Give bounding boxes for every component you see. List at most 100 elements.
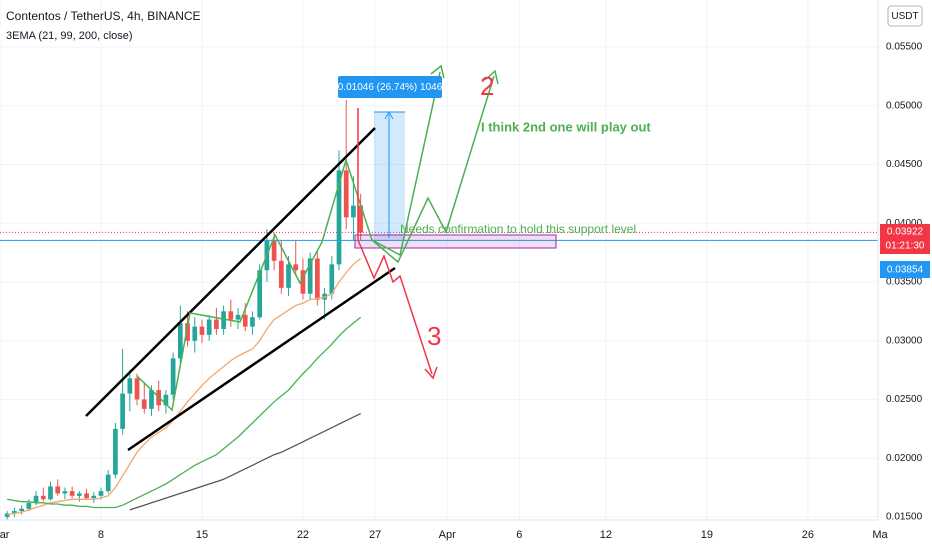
path-2: [371, 75, 495, 264]
candle-body: [33, 495, 39, 503]
drawings: 0.01046 (26.74%) 1046 2 3 I think 2nd on…: [85, 64, 651, 452]
candle-body: [293, 264, 299, 271]
candle-body: [358, 205, 364, 233]
axes: 0.01500 0.02000 0.02500 0.03000 0.03500 0.040…: [0, 42, 923, 541]
path-3: [357, 108, 433, 375]
annotation-2: 2: [480, 71, 494, 101]
candle-body: [336, 170, 342, 265]
level-box: [880, 261, 930, 278]
candle-body: [286, 264, 291, 288]
candle-body: [257, 270, 263, 318]
measure-label-box: [338, 76, 442, 98]
countdown: 01:21:30: [886, 241, 925, 252]
candle-body: [192, 326, 198, 341]
currency-button[interactable]: [887, 5, 923, 27]
candle-body: [12, 511, 17, 514]
last-price: 0.03922: [887, 227, 924, 238]
y-tick-label: 0.04000: [886, 218, 923, 229]
x-tick-label: 15: [196, 529, 208, 541]
grid: [0, 0, 881, 520]
ema-line: [7, 257, 362, 516]
channel-lower: [127, 266, 396, 452]
arrowhead-2: [484, 69, 499, 85]
x-tick-label: 19: [701, 529, 713, 541]
candle-body: [214, 319, 219, 329]
y-tick-label: 0.02500: [886, 394, 923, 405]
currency[interactable]: USDT: [891, 11, 918, 22]
candle-body: [120, 393, 125, 429]
y-tick-label: 0.03000: [886, 335, 923, 346]
time-axis: [0, 520, 878, 550]
candle-body: [343, 170, 349, 218]
candle-body: [62, 491, 68, 494]
candle-body: [242, 314, 248, 327]
candle-body: [69, 491, 75, 496]
y-tick-label: 0.05500: [886, 42, 923, 53]
annotation-support: Needs confirmation to hold this support …: [400, 222, 636, 236]
candle-body: [163, 394, 169, 406]
candle-body: [48, 486, 53, 500]
last-price-box: [880, 224, 930, 254]
x-tick-label: Ma: [872, 529, 888, 541]
arrowhead-3: [424, 366, 438, 380]
x-tick-label: 12: [600, 529, 612, 541]
y-tick-label: 0.02000: [886, 453, 923, 464]
annotation-3: 3: [427, 321, 441, 351]
channel-upper: [85, 127, 376, 417]
x-tick-label: 26: [802, 529, 814, 541]
candle-body: [4, 513, 10, 517]
candle-body: [307, 258, 313, 294]
candle-body: [76, 493, 82, 496]
y-tick-label: 0.03500: [886, 277, 923, 288]
candle-body: [141, 399, 147, 409]
candle-body: [315, 258, 320, 300]
y-tick-label: 0.05000: [886, 100, 923, 111]
candle-body: [26, 502, 32, 509]
candle-body: [250, 317, 255, 327]
candle-body: [278, 260, 284, 288]
candle-body: [177, 323, 183, 359]
candle-body: [91, 495, 97, 499]
y-tick-label: 0.04500: [886, 159, 923, 170]
support-zone: [354, 234, 557, 249]
candle-body: [127, 378, 133, 394]
annotation-note: I think 2nd one will play out: [481, 119, 651, 134]
level-price: 0.03854: [887, 265, 924, 276]
y-tick-label: 0.01500: [886, 512, 923, 523]
candle-body: [351, 205, 356, 218]
candle-body: [84, 493, 89, 499]
candle-body: [235, 314, 241, 320]
chart-subtitle: 3EMA (21, 99, 200, close): [6, 30, 133, 42]
candle-body: [329, 264, 335, 294]
candle-body: [300, 270, 306, 294]
path-1: [136, 71, 441, 412]
x-tick-label: Apr: [439, 529, 456, 541]
chart-title: Contentos / TetherUS, 4h, BINANCE: [6, 9, 201, 23]
candle-body: [105, 474, 111, 492]
x-tick-label: 8: [98, 529, 104, 541]
candle-body: [228, 311, 234, 320]
ema-line: [129, 413, 361, 511]
x-tick-label: 6: [516, 529, 522, 541]
candle-body: [221, 311, 226, 329]
candle-body: [98, 491, 104, 496]
candle-body: [271, 240, 277, 261]
candle-body: [206, 319, 212, 335]
measure-label: 0.01046 (26.74%) 1046: [338, 82, 443, 93]
candle-body: [40, 495, 46, 500]
x-tick-label: 27: [369, 529, 381, 541]
candle-body: [170, 358, 176, 395]
x-tick-label: Mar: [0, 529, 10, 541]
candle-body: [134, 378, 140, 400]
candle-body: [55, 486, 61, 494]
candle-body: [199, 326, 205, 335]
ema-line: [7, 316, 362, 509]
candle-body: [19, 508, 24, 512]
arrowhead-1: [430, 64, 445, 79]
candle-body: [185, 323, 190, 341]
candle-body: [113, 428, 118, 475]
candle-body: [149, 390, 154, 409]
x-tick-label: 22: [297, 529, 309, 541]
